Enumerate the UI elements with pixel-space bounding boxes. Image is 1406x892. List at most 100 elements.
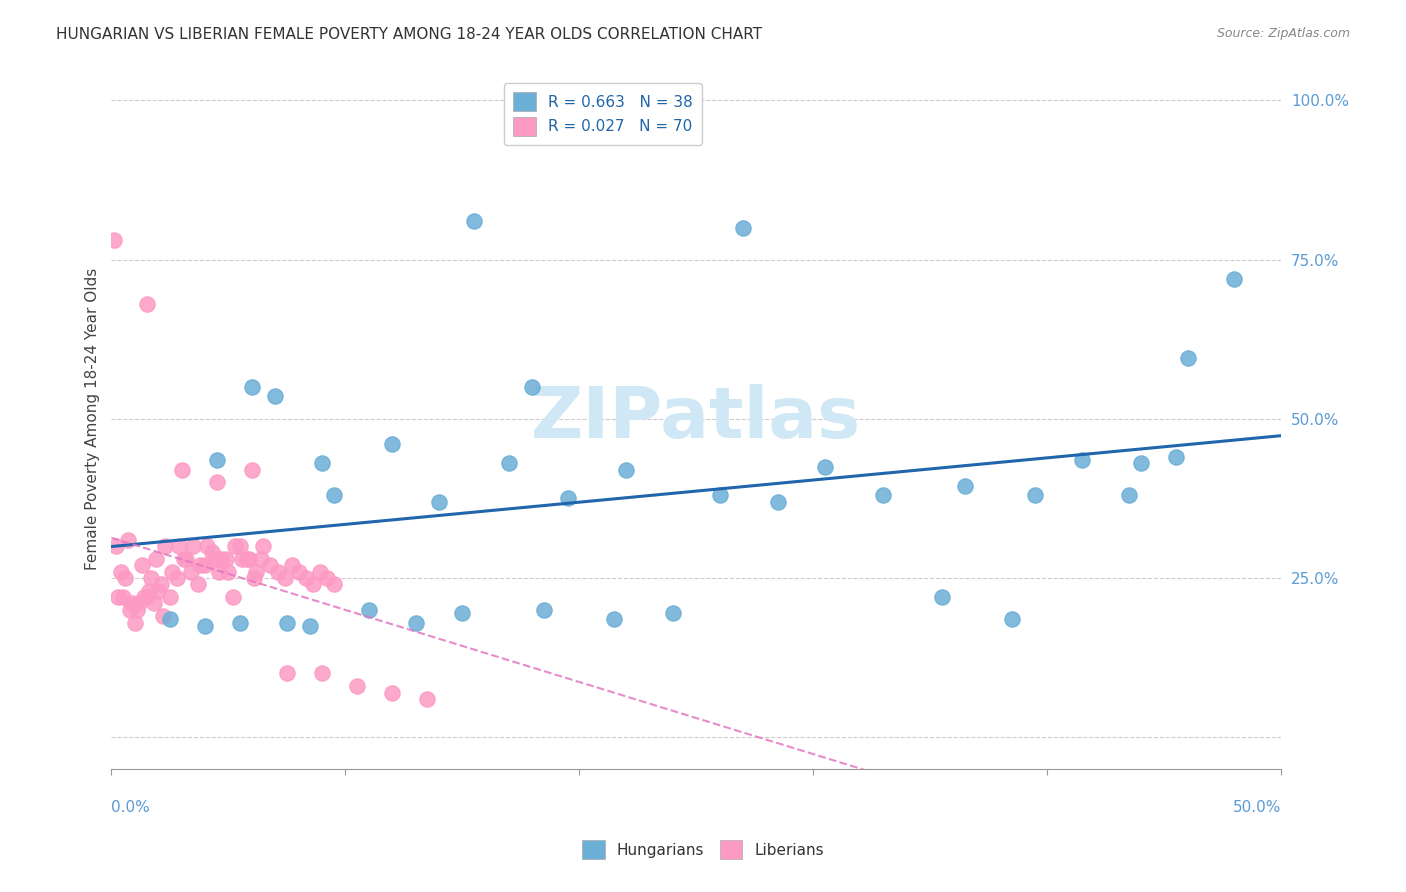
Point [152, 609, 174, 624]
Point [159, 590, 181, 604]
Point [266, 565, 288, 579]
Point [138, 583, 160, 598]
Point [110, 565, 132, 579]
Point [872, 488, 894, 502]
Point [121, 596, 143, 610]
Point [1223, 271, 1246, 285]
Point [217, 565, 239, 579]
Point [346, 679, 368, 693]
Point [114, 571, 136, 585]
Point [1118, 488, 1140, 502]
Point [112, 590, 135, 604]
Point [131, 558, 153, 573]
Point [522, 380, 544, 394]
Point [405, 615, 427, 630]
Point [931, 590, 953, 604]
Point [311, 456, 333, 470]
Point [120, 603, 142, 617]
Point [148, 583, 170, 598]
Point [252, 539, 274, 553]
Point [1164, 450, 1187, 464]
Legend: R = 0.663   N = 38, R = 0.027   N = 70: R = 0.663 N = 38, R = 0.027 N = 70 [503, 83, 702, 145]
Point [149, 577, 172, 591]
Point [308, 565, 330, 579]
Point [240, 463, 263, 477]
Point [187, 577, 209, 591]
Point [662, 606, 685, 620]
Point [202, 552, 225, 566]
Point [173, 552, 195, 566]
Point [205, 453, 228, 467]
Point [229, 615, 252, 630]
Point [201, 545, 224, 559]
Point [127, 603, 149, 617]
Point [357, 603, 380, 617]
Point [103, 234, 125, 248]
Point [311, 666, 333, 681]
Legend: Hungarians, Liberians: Hungarians, Liberians [574, 832, 832, 866]
Text: ZIPatlas: ZIPatlas [531, 384, 862, 453]
Point [188, 558, 211, 573]
Point [1001, 612, 1024, 626]
Point [194, 558, 217, 573]
Text: Source: ZipAtlas.com: Source: ZipAtlas.com [1216, 27, 1350, 40]
Point [245, 565, 267, 579]
Point [416, 692, 439, 706]
Point [273, 571, 295, 585]
Point [145, 552, 167, 566]
Point [166, 571, 188, 585]
Point [215, 552, 238, 566]
Point [124, 615, 146, 630]
Point [381, 437, 404, 451]
Point [238, 552, 260, 566]
Point [955, 478, 977, 492]
Point [1177, 351, 1199, 366]
Point [280, 558, 302, 573]
Point [533, 603, 555, 617]
Point [1071, 453, 1094, 467]
Point [240, 380, 263, 394]
Point [451, 606, 474, 620]
Text: 0.0%: 0.0% [111, 799, 150, 814]
Point [229, 539, 252, 553]
Point [174, 552, 197, 566]
Point [155, 539, 177, 553]
Point [194, 618, 217, 632]
Point [287, 565, 309, 579]
Text: HUNGARIAN VS LIBERIAN FEMALE POVERTY AMONG 18-24 YEAR OLDS CORRELATION CHART: HUNGARIAN VS LIBERIAN FEMALE POVERTY AMO… [56, 27, 762, 42]
Point [322, 577, 344, 591]
Point [195, 539, 218, 553]
Point [250, 552, 273, 566]
Point [222, 590, 245, 604]
Point [181, 539, 204, 553]
Point [301, 577, 323, 591]
Point [236, 552, 259, 566]
Point [709, 488, 731, 502]
Point [498, 456, 520, 470]
Point [315, 571, 337, 585]
Point [142, 596, 165, 610]
Point [117, 533, 139, 547]
Point [135, 590, 157, 604]
Y-axis label: Female Poverty Among 18-24 Year Olds: Female Poverty Among 18-24 Year Olds [86, 268, 100, 570]
Point [463, 214, 485, 228]
Point [134, 590, 156, 604]
Point [614, 463, 637, 477]
Point [141, 571, 163, 585]
Point [1024, 488, 1046, 502]
Point [107, 590, 129, 604]
Point [276, 615, 298, 630]
Point [170, 463, 193, 477]
Point [205, 475, 228, 490]
Point [294, 571, 316, 585]
Point [243, 571, 266, 585]
Point [160, 565, 183, 579]
Point [731, 220, 754, 235]
Point [167, 539, 190, 553]
Point [1129, 456, 1152, 470]
Point [264, 389, 287, 403]
Point [208, 565, 231, 579]
Point [276, 666, 298, 681]
Point [224, 539, 246, 553]
Point [814, 459, 837, 474]
